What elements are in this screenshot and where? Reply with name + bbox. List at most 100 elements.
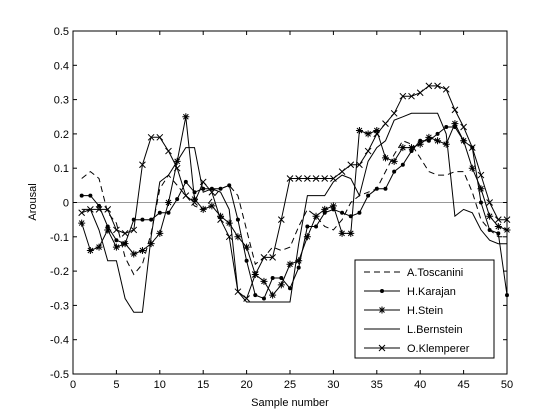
data-point: [356, 161, 363, 169]
data-point: [269, 291, 277, 299]
data-point: [468, 144, 476, 151]
data-point: [503, 226, 511, 234]
data-point: [140, 217, 145, 222]
data-point: [113, 226, 120, 234]
data-point: [88, 193, 93, 198]
x-tick-label: 0: [70, 379, 76, 391]
data-point: [175, 197, 180, 202]
data-point: [112, 243, 120, 251]
data-point: [183, 179, 188, 184]
x-tick-label: 15: [197, 379, 209, 391]
data-point: [503, 216, 511, 224]
y-tick-label: 0.4: [54, 60, 69, 72]
legend-label: O.Klemperer: [407, 343, 470, 355]
data-point: [357, 210, 362, 215]
data-point: [477, 185, 485, 193]
x-tick-label: 40: [414, 379, 426, 391]
y-tick-label: -0.5: [50, 369, 69, 381]
x-tick-label: 45: [457, 379, 469, 391]
legend-item: L.Bernstein: [364, 324, 463, 336]
data-point: [416, 140, 424, 148]
data-point: [121, 240, 129, 248]
data-point: [138, 247, 146, 255]
data-point: [192, 190, 197, 195]
data-point: [156, 229, 164, 237]
legend-item: A.Toscanini: [364, 267, 463, 279]
data-point: [147, 133, 155, 141]
data-point: [373, 126, 381, 134]
data-point: [312, 212, 320, 220]
y-tick-label: -0.2: [50, 266, 69, 278]
x-axis-ticks: 0 5 10 15 20 25 30 35 40 45 50: [70, 31, 513, 391]
data-point: [460, 123, 467, 131]
y-tick-label: -0.3: [50, 300, 69, 312]
data-point: [218, 186, 223, 191]
data-point: [139, 161, 146, 169]
data-point: [505, 293, 509, 298]
data-point: [235, 217, 240, 222]
data-point: [444, 125, 449, 130]
data-point: [156, 133, 164, 141]
data-point: [191, 199, 198, 206]
y-tick-label: 0.1: [54, 163, 69, 175]
data-point: [86, 247, 94, 255]
data-point: [390, 157, 398, 165]
data-point: [277, 216, 285, 224]
x-tick-label: 30: [327, 379, 339, 391]
y-tick-label: 0.2: [54, 129, 69, 141]
data-point: [451, 120, 459, 128]
data-point: [314, 224, 319, 229]
data-point: [400, 162, 405, 167]
data-point: [78, 209, 86, 217]
data-point: [392, 169, 397, 174]
y-tick-label: -0.1: [50, 232, 69, 244]
data-point: [191, 195, 199, 203]
data-point: [321, 205, 329, 213]
data-point: [347, 229, 355, 237]
y-tick-label: 0.3: [54, 95, 69, 107]
data-point: [366, 193, 371, 198]
data-point: [390, 109, 398, 117]
data-point: [486, 212, 494, 220]
data-point: [408, 92, 415, 100]
data-point: [347, 161, 355, 169]
data-point: [434, 82, 441, 90]
data-point: [416, 89, 424, 97]
x-tick-label: 25: [284, 379, 296, 391]
y-tick-label: 0: [63, 198, 69, 210]
data-point: [199, 178, 207, 186]
data-point: [478, 200, 483, 205]
data-point: [425, 133, 433, 141]
data-point: [338, 229, 346, 237]
data-point: [149, 217, 154, 222]
data-point: [288, 286, 292, 291]
data-point: [295, 257, 303, 265]
data-point: [364, 147, 372, 155]
data-point: [435, 131, 440, 136]
data-point: [104, 206, 112, 213]
data-point: [442, 85, 450, 93]
x-tick-label: 20: [240, 379, 252, 391]
legend-marker: [378, 344, 386, 352]
data-point: [95, 243, 103, 251]
data-point: [487, 227, 492, 232]
data-point: [166, 210, 171, 215]
data-point: [383, 186, 388, 191]
data-point: [79, 193, 84, 198]
data-point: [217, 216, 224, 224]
data-point: [408, 144, 416, 152]
data-point: [199, 205, 207, 213]
legend-label: A.Toscanini: [407, 267, 463, 279]
data-point: [234, 288, 242, 296]
data-point: [261, 296, 266, 301]
data-point: [321, 175, 329, 182]
data-point: [399, 92, 407, 100]
data-point: [208, 188, 216, 196]
legend: A.Toscanini H.Karajan H.Stein L.Bernstein O.…: [354, 259, 495, 359]
series-line: [81, 112, 507, 313]
data-point: [468, 164, 476, 172]
data-point: [364, 130, 372, 138]
data-point: [225, 233, 233, 241]
x-axis-label: Sample number: [251, 397, 329, 409]
